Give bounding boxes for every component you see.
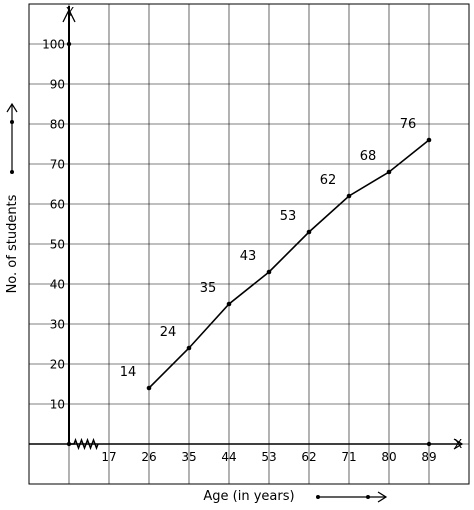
data-label: 24 <box>160 325 177 340</box>
y-tick-label: 30 <box>50 318 65 332</box>
chart-axes <box>29 6 464 451</box>
data-label: 35 <box>200 281 217 296</box>
y-tick-label: 90 <box>50 78 65 92</box>
x-tick-label: 62 <box>301 450 316 464</box>
data-point <box>146 385 152 391</box>
y-tick-label: 20 <box>50 358 65 372</box>
series-line <box>148 139 430 389</box>
x-axis-end-point <box>426 441 432 447</box>
y-direction-arrow-icon <box>6 102 18 174</box>
data-label: 14 <box>120 365 137 380</box>
x-axis-break-kink <box>69 437 99 451</box>
x-direction-arrow-icon <box>316 491 388 503</box>
x-tick-label: 53 <box>261 450 276 464</box>
data-label: 53 <box>280 209 297 224</box>
x-tick-label: 89 <box>421 450 436 464</box>
x-tick-labels: 17 26 35 44 53 62 71 80 89 <box>101 450 436 464</box>
data-point <box>266 269 272 275</box>
x-axis-title: Age (in years) <box>203 489 294 504</box>
data-label: 68 <box>360 149 377 164</box>
data-point <box>426 137 432 143</box>
data-point <box>226 301 232 307</box>
data-label: 43 <box>240 249 257 264</box>
data-label: 76 <box>400 117 417 132</box>
y-axis-title: No. of students <box>5 194 20 293</box>
data-point <box>386 169 392 175</box>
y-tick-label: 80 <box>50 118 65 132</box>
y-tick-label: 10 <box>50 398 65 412</box>
x-tick-label: 44 <box>221 450 236 464</box>
x-tick-label: 26 <box>141 450 156 464</box>
y-tick-labels: 10 20 30 40 50 60 70 80 90 100 <box>42 38 65 412</box>
y-tick-label: 40 <box>50 278 65 292</box>
x-tick-label: 71 <box>341 450 356 464</box>
data-point <box>306 229 312 235</box>
origin-point <box>66 441 72 447</box>
data-label: 62 <box>320 173 337 188</box>
x-axis-arrowhead <box>453 438 464 450</box>
y-axis-letter: Y <box>65 5 74 19</box>
y-tick-label: 60 <box>50 198 65 212</box>
x-tick-label: 35 <box>181 450 196 464</box>
chart-grid <box>28 3 470 485</box>
data-point <box>346 193 352 199</box>
y-tick-label: 100 <box>42 38 65 52</box>
x-tick-label: 17 <box>101 450 116 464</box>
y-tick-label: 50 <box>50 238 65 252</box>
y-tick-label: 70 <box>50 158 65 172</box>
x-axis-letter: X <box>454 437 462 451</box>
y-axis-arrowhead <box>62 8 76 23</box>
data-point <box>186 345 192 351</box>
x-tick-label: 80 <box>381 450 396 464</box>
y-axis-top-point <box>66 41 72 47</box>
series-group: 14 24 35 43 53 62 68 76 <box>120 117 432 391</box>
